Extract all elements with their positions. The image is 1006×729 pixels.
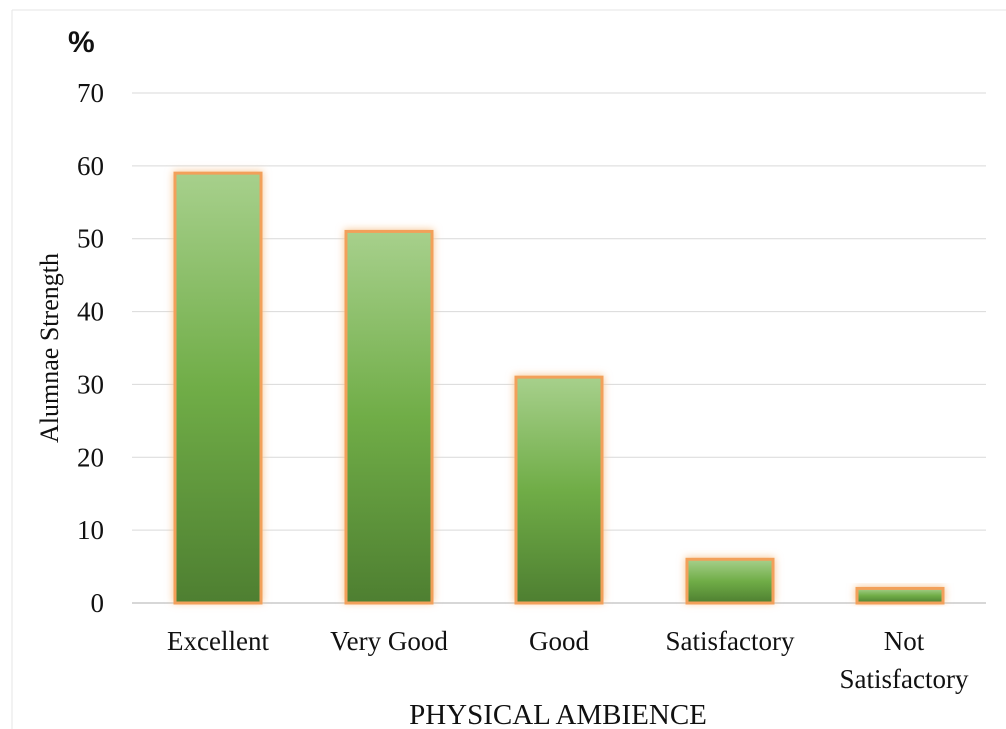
x-tick-label: Not Satisfactory — [840, 626, 969, 694]
y-tick-labels: 0 10 20 30 40 50 60 70 — [77, 78, 104, 618]
bar — [855, 586, 945, 605]
y-tick-label: 60 — [77, 151, 104, 181]
bar — [344, 229, 434, 605]
y-tick-label: 30 — [77, 369, 104, 399]
x-tick-label: Satisfactory — [666, 626, 795, 656]
x-axis-title: PHYSICAL AMBIENCE — [409, 699, 707, 729]
y-tick-label: 10 — [77, 515, 104, 545]
y-tick-label: 70 — [77, 78, 104, 108]
x-tick-label-line: Satisfactory — [666, 626, 795, 656]
x-tick-label-line: Very Good — [330, 626, 448, 656]
x-tick-label: Excellent — [167, 626, 269, 656]
y-tick-label: 50 — [77, 224, 104, 254]
x-tick-label: Very Good — [330, 626, 448, 656]
y-tick-label: 40 — [77, 297, 104, 327]
x-tick-label-line: Not — [884, 626, 925, 656]
y-tick-label: 0 — [91, 588, 105, 618]
x-tick-label-line: Satisfactory — [840, 664, 969, 694]
x-tick-labels: Excellent Very Good Good Satisfactory Not Sat… — [167, 626, 969, 694]
x-tick-label-line: Good — [529, 626, 589, 656]
y-axis-title: Alumnae Strength — [35, 253, 64, 443]
bar — [685, 557, 775, 605]
bar — [514, 375, 604, 605]
x-tick-label: Good — [529, 626, 589, 656]
x-tick-label-line: Excellent — [167, 626, 269, 656]
bars — [173, 171, 945, 605]
y-tick-label: 20 — [77, 442, 104, 472]
y-unit-label: % — [68, 26, 95, 59]
bar — [173, 171, 263, 605]
